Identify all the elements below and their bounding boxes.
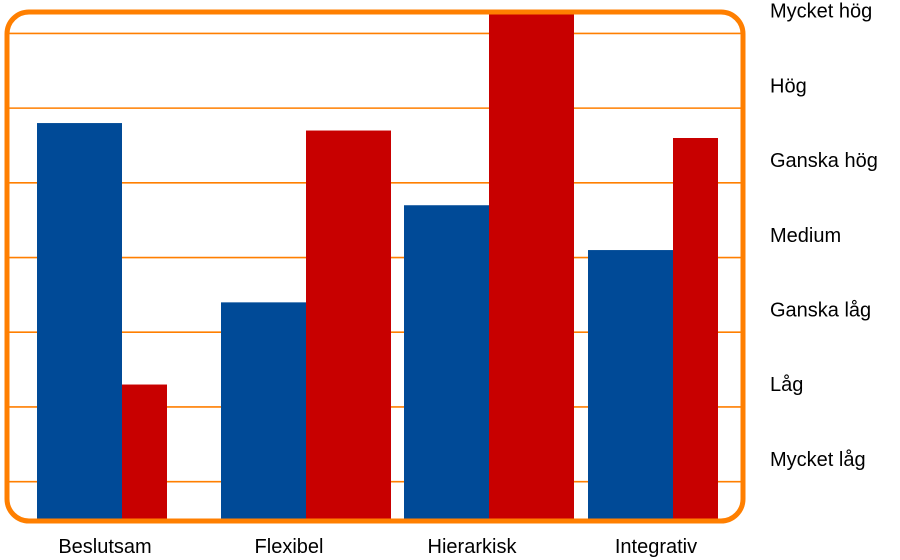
bar-red-hierarkisk xyxy=(489,11,574,519)
y-axis-labels: Mycket låg Låg Ganska låg Medium Ganska hög H… xyxy=(770,1,878,471)
y-tick-label: Låg xyxy=(770,374,803,396)
x-axis-labels: Beslutsam Flexibel Hierarkisk Integrativ xyxy=(58,536,697,558)
bar-blue-hierarkisk xyxy=(404,205,489,519)
x-category-label: Beslutsam xyxy=(58,536,151,558)
y-tick-label: Mycket låg xyxy=(770,449,866,471)
x-category-label: Integrativ xyxy=(615,536,697,558)
x-category-label: Flexibel xyxy=(255,536,324,558)
y-tick-label: Medium xyxy=(770,225,841,247)
y-tick-label: Hög xyxy=(770,75,807,97)
bar-red-integrativ xyxy=(673,138,718,519)
y-tick-label: Ganska hög xyxy=(770,150,878,172)
y-tick-label: Mycket hög xyxy=(770,1,872,23)
bar-blue-integrativ xyxy=(588,250,673,519)
x-category-label: Hierarkisk xyxy=(428,536,518,558)
bar-blue-beslutsam xyxy=(37,123,122,519)
bar-red-flexibel xyxy=(306,130,391,519)
bar-blue-flexibel xyxy=(221,302,306,519)
y-tick-label: Ganska låg xyxy=(770,300,871,322)
bar-red-beslutsam xyxy=(122,384,167,519)
bars xyxy=(37,11,718,519)
plot-frame xyxy=(4,9,746,524)
